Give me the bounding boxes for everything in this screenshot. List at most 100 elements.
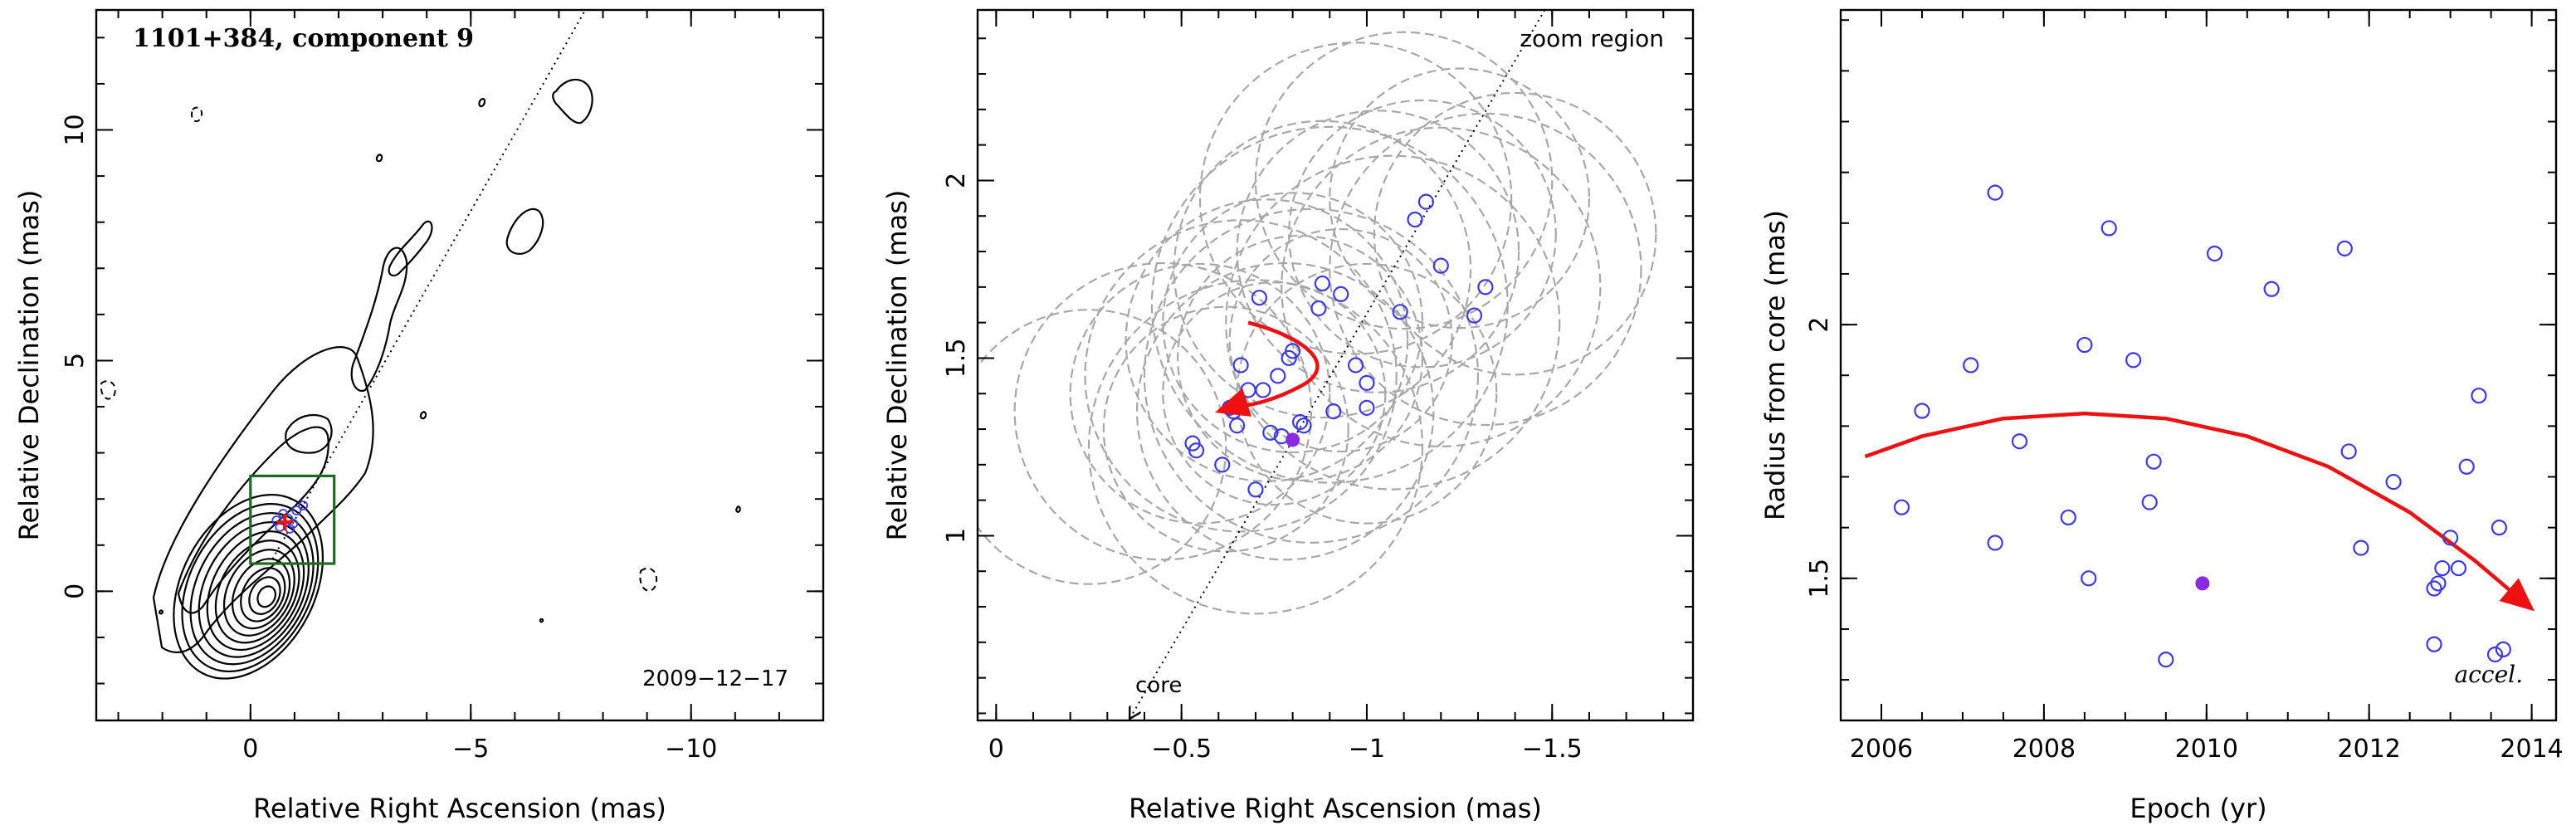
uncertainty-circle <box>1013 261 1313 561</box>
observation-date: 2009−12−17 <box>642 666 788 691</box>
position-point <box>1214 456 1231 473</box>
core-contour <box>232 558 291 630</box>
radius-point <box>1963 357 1979 374</box>
position-point <box>1291 413 1309 431</box>
position-point <box>1432 257 1449 274</box>
position-point <box>1477 279 1494 295</box>
radius-point <box>2158 652 2174 668</box>
component-position-point <box>298 500 309 510</box>
radius-point <box>2011 433 2028 450</box>
jet-contour-blob <box>735 505 741 513</box>
jet-contour-knot <box>285 413 333 454</box>
radius-point <box>2442 530 2459 546</box>
radius-point <box>2495 641 2511 658</box>
jet-contour-blob <box>478 97 486 108</box>
y-tick-label: 5 <box>61 353 90 369</box>
x-tick-label: 2012 <box>2338 735 2401 764</box>
x-tick-label: −10 <box>665 735 717 764</box>
y-tick-label: 10 <box>61 114 90 145</box>
y-tick-label: 1.5 <box>1805 559 1834 598</box>
position-point <box>1359 374 1375 391</box>
panel-1-frame <box>95 8 825 722</box>
uncertainty-circle <box>1236 262 1498 525</box>
radius-point <box>2100 220 2117 237</box>
component-marker <box>271 500 309 534</box>
core-label: core <box>1135 673 1182 698</box>
contour-map-panel: 0 −5 −10 0 5 10 1101+384, component 9 2009−12… <box>13 8 825 824</box>
radius-point <box>1893 499 1910 515</box>
position-point <box>1270 368 1286 384</box>
core-contour <box>189 512 315 666</box>
uncertainty-circle <box>1125 198 1409 482</box>
negative-contour <box>100 380 116 400</box>
acceleration-label: accel. <box>2455 661 2523 688</box>
panel-1-ticks: 0 −5 −10 0 5 10 <box>61 10 824 764</box>
panel-3-frame <box>1839 8 2558 722</box>
component-positions <box>1184 193 1494 498</box>
x-tick-label: −1.5 <box>1522 735 1583 764</box>
radius-point <box>2426 636 2442 652</box>
jet-contour-blob <box>375 154 383 163</box>
position-point <box>1285 343 1301 359</box>
radius-point <box>2491 520 2508 536</box>
uncertainty-circle <box>1254 31 1554 330</box>
position-point <box>1417 193 1435 210</box>
radius-point <box>1914 403 1930 419</box>
x-tick-label: −0.5 <box>1151 735 1212 764</box>
jet-contour-blob <box>505 208 544 255</box>
position-point <box>1295 417 1312 434</box>
panel-3-x-axis-label: Epoch (yr) <box>2130 793 2266 824</box>
core-contour <box>173 493 324 680</box>
position-point <box>1333 286 1349 302</box>
radius-point <box>2450 559 2467 577</box>
radius-point <box>2471 388 2487 404</box>
jet-contour-outer <box>152 346 374 654</box>
core-contour <box>214 540 300 644</box>
uncertainty-circle <box>1373 91 1657 376</box>
position-point <box>1232 357 1249 374</box>
radius-point <box>2426 580 2442 597</box>
radius-point <box>2336 240 2353 256</box>
radius-vs-epoch-panel: 2006 2008 2010 2012 2014 1.5 2 accel. Epoch (y… <box>1759 8 2564 824</box>
radius-point <box>2353 540 2369 556</box>
position-point <box>1240 382 1256 398</box>
negative-contour <box>639 567 658 592</box>
radius-plot-area <box>1864 184 2535 668</box>
panel-2-x-axis-label: Relative Right Ascension (mas) <box>1129 793 1542 824</box>
x-tick-label: 2006 <box>1850 735 1913 764</box>
position-point <box>1325 403 1342 420</box>
panel-2-y-axis-label: Relative Declination (mas) <box>881 190 913 541</box>
jet-contour-blob <box>419 411 427 420</box>
x-tick-label: −1 <box>1349 735 1385 764</box>
uncertainty-circle <box>1150 125 1509 484</box>
zoom-region-label: zoom region <box>1520 25 1664 52</box>
uncertainty-circle <box>1225 154 1561 491</box>
uncertainty-circle <box>1228 227 1453 453</box>
x-tick-label: 0 <box>988 735 1004 764</box>
radius-point <box>2145 453 2162 470</box>
x-tick-label: 2010 <box>2175 735 2238 764</box>
uncertainty-circle <box>1329 112 1642 427</box>
jet-contour-blob <box>539 618 544 623</box>
position-point <box>1310 300 1327 317</box>
uncertainty-circle <box>1173 120 1472 419</box>
radius-point <box>2141 494 2158 510</box>
radius-point <box>2060 509 2076 526</box>
y-tick-label: 1.5 <box>942 339 971 378</box>
radius-point <box>2434 559 2451 577</box>
uncertainty-circle <box>1281 126 1602 447</box>
component-position-point <box>291 505 302 515</box>
jet-contour-inner <box>177 426 329 614</box>
radius-point <box>2340 443 2357 460</box>
uncertainty-circle <box>1288 99 1557 369</box>
uncertainty-circle <box>978 309 1227 585</box>
uncertainty-circle <box>1329 67 1591 330</box>
jet-contour-blob <box>159 609 163 615</box>
panel-3-y-axis-label: Radius from core (mas) <box>1759 210 1791 520</box>
radius-point <box>2430 575 2447 592</box>
uncertainty-circle <box>1087 279 1424 615</box>
position-point <box>1251 290 1268 306</box>
x-tick-label: 2014 <box>2500 735 2563 764</box>
y-tick-label: 0 <box>61 583 90 599</box>
radius-point <box>1987 184 2003 201</box>
